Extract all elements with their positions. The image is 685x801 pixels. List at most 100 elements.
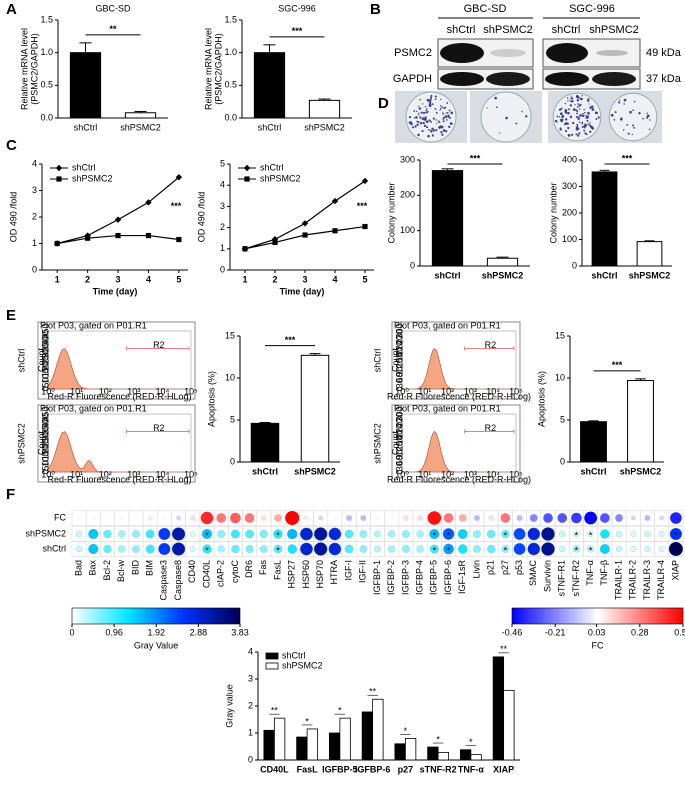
- gray-dot: [615, 545, 623, 553]
- fc-dot: [161, 515, 167, 521]
- x-tick-label: shCtrl: [74, 122, 98, 132]
- y-tick-label: 0.0: [40, 112, 53, 122]
- colony: [576, 123, 579, 126]
- colony: [441, 106, 444, 108]
- significance: **: [369, 687, 377, 697]
- flow-x-tick: 10³: [464, 386, 477, 396]
- y-tick-label: 2: [248, 700, 253, 710]
- colony: [638, 112, 641, 115]
- colony: [556, 115, 559, 118]
- colony: [577, 117, 580, 121]
- y-axis-label: OD 490 /fold: [196, 192, 206, 243]
- color-tick-label: 2.88: [190, 627, 208, 637]
- flow-x-tick: 10⁵: [184, 469, 198, 479]
- colony: [587, 111, 590, 115]
- colony: [623, 98, 627, 102]
- colony: [422, 121, 425, 125]
- colony: [525, 115, 528, 118]
- y-tick-label: 400: [562, 154, 577, 164]
- significance: ***: [612, 360, 623, 370]
- colony: [429, 98, 432, 101]
- gray-dot: [75, 530, 83, 538]
- colony: [429, 100, 432, 103]
- colony: [576, 99, 580, 102]
- x-tick-label: 5: [176, 274, 181, 284]
- colony: [566, 122, 569, 125]
- colony: [439, 109, 441, 111]
- flow-y-tick: 0: [40, 469, 50, 474]
- flow-y-tick: 300: [394, 323, 404, 338]
- significance: *: [447, 545, 451, 555]
- gray-dot: [230, 529, 240, 539]
- row-label: FC: [54, 512, 66, 522]
- y-tick-label: 4: [220, 180, 225, 190]
- y-tick-label: 3: [32, 185, 37, 195]
- significance: *: [575, 530, 579, 540]
- fc-dot: [133, 515, 139, 521]
- colony: [442, 129, 446, 132]
- fc-dot: [346, 515, 353, 521]
- column-label: TRAILR-1: [613, 560, 623, 600]
- column-label: Livin: [471, 560, 481, 579]
- gray-dot: [189, 546, 196, 552]
- flow-x-tick: 10⁵: [184, 386, 198, 396]
- flow-x-tick: 10⁴: [486, 469, 500, 479]
- bar: [250, 422, 280, 463]
- flow-x-tick: 10²: [441, 469, 454, 479]
- flow-y-tick: 400: [40, 330, 50, 345]
- fc-dot: [670, 512, 682, 524]
- colony: [448, 109, 451, 112]
- bar: [580, 421, 607, 463]
- color-bar-label: Gray Value: [134, 640, 178, 650]
- column-label: SMAC: [528, 560, 538, 587]
- gray-dot: [587, 545, 595, 553]
- x-tick-label: 4: [332, 274, 337, 284]
- colony: [438, 121, 441, 123]
- fc-dot: [332, 515, 338, 521]
- colony: [415, 110, 418, 113]
- marker: [302, 232, 308, 238]
- colony: [570, 97, 574, 100]
- colony: [575, 133, 578, 136]
- gray-dot: [75, 545, 83, 553]
- flow-y-tick: 180: [394, 430, 404, 445]
- colony: [626, 124, 629, 126]
- x-tick-label: shCtrl: [580, 466, 606, 476]
- x-tick-label: p27: [398, 764, 414, 774]
- significance: *: [436, 734, 440, 744]
- x-tick-label: 1: [55, 274, 60, 284]
- protein-label: GAPDH: [393, 73, 432, 85]
- fc-dot: [488, 515, 495, 521]
- y-tick-label: 5: [230, 414, 235, 424]
- colony: [578, 121, 581, 123]
- fc-dot: [105, 515, 110, 521]
- row-label: shCtrl: [372, 349, 382, 373]
- colony: [515, 122, 518, 125]
- bar: [69, 52, 102, 119]
- colony: [422, 103, 424, 105]
- colony: [445, 112, 447, 114]
- fc-dot: [90, 515, 96, 521]
- histogram: [402, 348, 516, 390]
- significance: *: [276, 545, 280, 555]
- y-tick-label: 0.0: [224, 112, 237, 122]
- gray-dot: [344, 529, 354, 539]
- x-tick-label: shCtrl: [434, 270, 460, 280]
- colony: [424, 105, 427, 108]
- gray-dot: [344, 544, 354, 554]
- colony: [554, 119, 558, 123]
- gray-dot: [259, 545, 268, 553]
- column-label: p53: [514, 560, 524, 575]
- gray-dot: [587, 531, 594, 537]
- flow-y-label: Count: [390, 431, 400, 456]
- region-label: R2: [153, 340, 165, 350]
- plot-frame: [391, 321, 521, 400]
- colony: [434, 107, 437, 110]
- fc-dot: [516, 515, 523, 521]
- colony: [442, 112, 444, 115]
- gray-dot: [458, 544, 468, 554]
- flow-y-tick: 100: [40, 452, 50, 467]
- colony: [419, 98, 421, 101]
- flow-y-tick: 200: [40, 356, 50, 371]
- gray-dot: [541, 542, 555, 556]
